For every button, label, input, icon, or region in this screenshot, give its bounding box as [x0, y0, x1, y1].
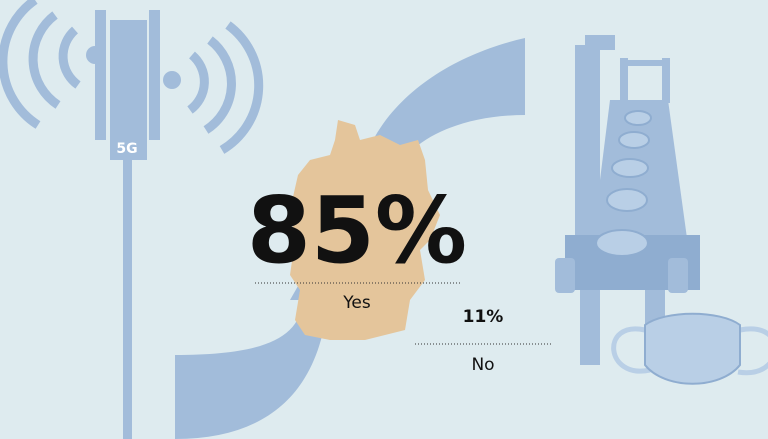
- yes-label: Yes: [342, 293, 371, 313]
- germany-map: [290, 120, 440, 340]
- yes-percentage: 85%: [247, 177, 467, 284]
- no-label: No: [471, 355, 494, 375]
- antenna-illustration: [0, 0, 264, 439]
- face-mask: [611, 312, 768, 385]
- conveyor-illustration: [555, 35, 700, 365]
- antenna-label: 5G: [116, 141, 137, 157]
- no-percentage: 11%: [463, 307, 504, 327]
